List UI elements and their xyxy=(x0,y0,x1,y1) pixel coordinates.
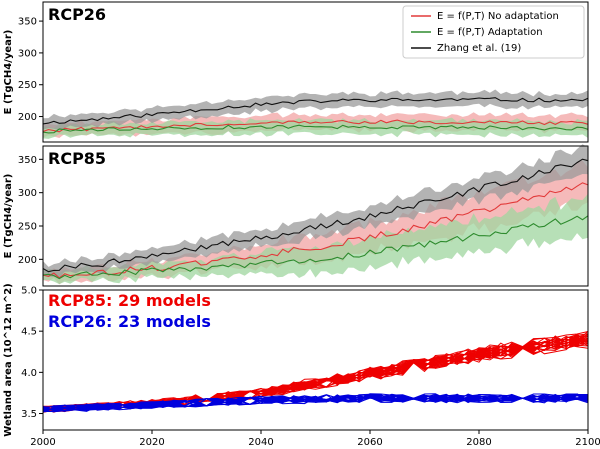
y-tick-label: 350 xyxy=(18,17,37,28)
y-tick-label: 350 xyxy=(18,155,37,166)
y-tick-label: 3.5 xyxy=(21,409,37,420)
x-tick-label: 2000 xyxy=(30,437,55,448)
series-line-adaptation xyxy=(42,215,589,280)
y-tick-label: 200 xyxy=(18,255,37,266)
legend-label-no-adaptation: E = f(P,T) No adaptation xyxy=(437,11,559,22)
y-tick-label: 4.0 xyxy=(21,368,37,379)
annotation-rcp85-models: RCP85: 29 models xyxy=(48,291,211,310)
series-line-zhang-et-al-19- xyxy=(42,97,589,125)
y-tick-label: 250 xyxy=(18,222,37,233)
band-adaptation xyxy=(43,193,588,285)
model-line-rcp26 xyxy=(43,393,588,411)
panel-rcp85-ylabel: E (TgCH4/year) xyxy=(3,174,14,259)
series-line-no-adaptation xyxy=(42,182,589,279)
y-tick-label: 300 xyxy=(18,48,37,59)
x-tick-label: 2080 xyxy=(466,437,491,448)
y-tick-label: 250 xyxy=(18,80,37,91)
panel-rcp85-frame xyxy=(42,145,589,287)
x-tick-label: 2020 xyxy=(139,437,164,448)
y-tick-label: 200 xyxy=(18,112,37,123)
panel-rcp26-frame xyxy=(42,1,589,143)
x-tick-label: 2100 xyxy=(575,437,600,448)
legend-label-adaptation: E = f(P,T) Adaptation xyxy=(437,27,543,38)
series-line-adaptation xyxy=(42,124,589,134)
y-tick-label: 300 xyxy=(18,188,37,199)
panel-rcp26-ylabel: E (TgCH4/year) xyxy=(3,30,14,115)
model-line-rcp26 xyxy=(43,393,588,410)
annotation-rcp26-models: RCP26: 23 models xyxy=(48,312,211,331)
panel-rcp26-title: RCP26 xyxy=(48,5,106,24)
band-zhang-et-al-19- xyxy=(43,144,588,278)
x-tick-label: 2040 xyxy=(248,437,273,448)
panel-rcp26: 200 250 300 350 RCP26 E (TgCH4/year) E = f(… xyxy=(3,1,589,143)
model-line-rcp26 xyxy=(43,393,588,412)
model-line-rcp26 xyxy=(43,393,588,413)
series-line-no-adaptation xyxy=(42,119,589,133)
band-zhang-et-al-19- xyxy=(43,89,588,131)
panel-wetland-frame xyxy=(42,289,589,431)
legend: E = f(P,T) No adaptation E = f(P,T) Adap… xyxy=(402,5,585,59)
panel-rcp85: 200 250 300 350 RCP85 E (TgCH4/year) xyxy=(3,144,589,287)
legend-box xyxy=(402,5,585,59)
y-tick-label: 5.0 xyxy=(21,286,37,297)
x-tick-label: 2060 xyxy=(357,437,382,448)
panel-rcp85-title: RCP85 xyxy=(48,149,106,168)
y-tick-label: 4.5 xyxy=(21,327,37,338)
panel-wetland: 3.5 4.0 4.5 5.0 2000 2020 2040 2060 2080 2100 RC… xyxy=(3,283,600,448)
legend-label-zhang: Zhang et al. (19) xyxy=(437,43,521,54)
panel-wetland-ylabel: Wetland area (10^12 m^2) xyxy=(3,283,14,436)
series-line-zhang-et-al-19- xyxy=(42,158,589,273)
